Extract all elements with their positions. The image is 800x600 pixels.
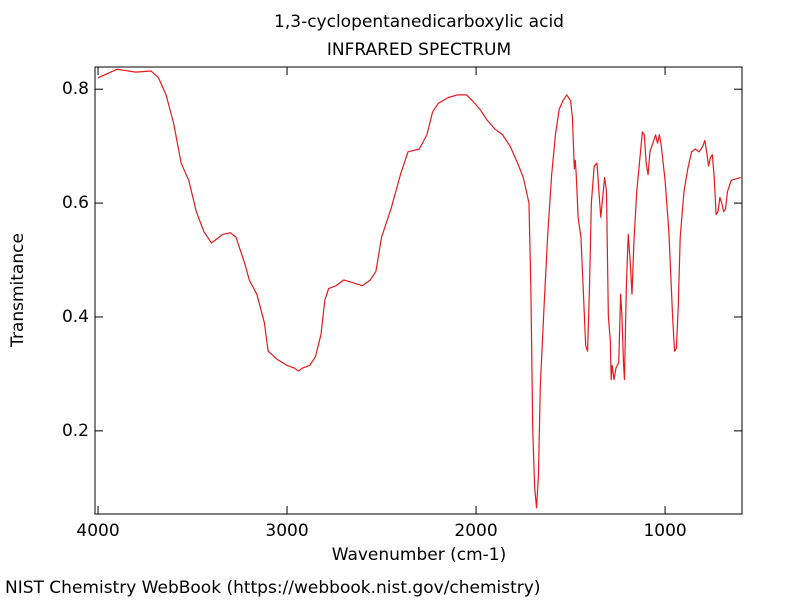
x-tick-label: 4000 (76, 521, 119, 541)
x-tick-label: 1000 (643, 521, 686, 541)
y-tick-label: 0.6 (62, 193, 89, 213)
x-tick-label: 3000 (265, 521, 308, 541)
chart-title: 1,3-cyclopentanedicarboxylic acid (274, 12, 564, 32)
footer: NIST Chemistry WebBook (https://webbook.… (5, 578, 540, 598)
plot-frame (94, 66, 743, 515)
x-axis-label: Wavenumber (cm-1) (332, 545, 507, 565)
y-tick-label: 0.2 (62, 421, 89, 441)
chart-subtitle: INFRARED SPECTRUM (327, 40, 511, 60)
y-axis-label: Transmitance (8, 233, 28, 348)
y-tick-label: 0.8 (62, 79, 89, 99)
y-tick-label: 0.4 (62, 307, 89, 327)
spectrum-line (97, 68, 741, 509)
x-tick-label: 2000 (454, 521, 497, 541)
